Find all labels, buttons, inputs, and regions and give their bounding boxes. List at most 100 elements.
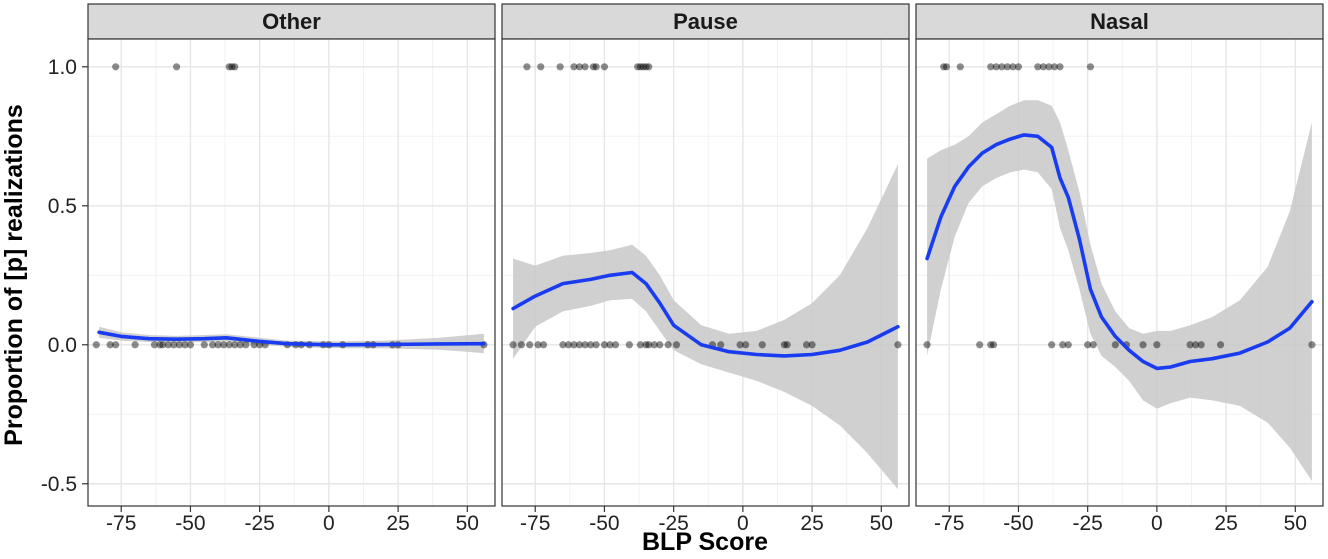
data-point <box>106 341 114 349</box>
data-point <box>589 63 597 71</box>
data-point <box>186 341 195 349</box>
data-point <box>923 341 931 349</box>
data-point <box>559 341 567 349</box>
facet-strip-label: Nasal <box>1090 9 1149 34</box>
x-tick-label: -50 <box>589 512 619 535</box>
x-tick-label: 0 <box>323 512 335 535</box>
data-point <box>1308 341 1316 349</box>
facet-strip <box>915 3 1324 40</box>
data-point <box>236 341 244 349</box>
data-point <box>592 63 600 71</box>
data-point <box>1192 341 1200 349</box>
data-point <box>250 341 258 349</box>
data-point <box>1089 341 1097 349</box>
y-tick-label: -0.5 <box>41 473 77 496</box>
data-point <box>808 341 816 349</box>
data-point <box>742 341 750 349</box>
panel-pause: Pause -75 -50 -25 0 25 50 <box>501 3 910 535</box>
data-point <box>526 341 534 349</box>
data-point <box>581 341 589 349</box>
data-point <box>976 341 984 349</box>
data-point <box>940 63 948 71</box>
data-point <box>150 341 159 349</box>
data-point <box>1045 63 1053 71</box>
data-point <box>636 63 645 71</box>
data-point <box>537 63 545 71</box>
x-tick-label: -50 <box>175 512 205 535</box>
x-tick-label: -50 <box>1003 512 1033 535</box>
data-point <box>1009 63 1017 71</box>
facet-strip <box>87 3 496 40</box>
data-point <box>523 63 531 71</box>
data-point <box>780 341 789 349</box>
panel-border <box>915 38 1324 507</box>
data-point <box>956 63 964 71</box>
data-point <box>642 63 650 71</box>
data-point <box>112 63 120 71</box>
data-point <box>242 341 250 349</box>
data-point <box>650 341 658 349</box>
data-point <box>606 341 614 349</box>
data-point <box>600 63 609 71</box>
data-point <box>1186 341 1194 349</box>
data-point <box>200 341 208 349</box>
data-point <box>1003 63 1011 71</box>
x-tick-label: 50 <box>870 512 893 535</box>
data-point <box>225 341 233 349</box>
data-point <box>987 63 995 71</box>
x-tick-label: 25 <box>1214 512 1237 535</box>
data-point <box>534 341 542 349</box>
data-point <box>581 63 589 71</box>
data-point <box>175 341 183 349</box>
confidence-band <box>99 326 484 354</box>
data-point <box>208 341 217 349</box>
panel-nasal: Nasal -75 -50 -25 0 25 50 <box>915 3 1324 535</box>
data-point <box>1086 63 1095 71</box>
data-point <box>1197 341 1205 349</box>
data-point <box>509 341 517 349</box>
y-axis-title: Proportion of [p] realizations <box>0 104 28 446</box>
data-point <box>231 63 239 71</box>
x-tick-label: 0 <box>737 512 749 535</box>
x-tick-label: -25 <box>658 512 688 535</box>
data-point <box>564 341 573 349</box>
facet-strip-label: Pause <box>673 9 738 34</box>
data-point <box>600 341 609 349</box>
data-point <box>1139 341 1147 349</box>
data-point <box>517 341 525 349</box>
data-point <box>645 341 653 349</box>
data-point <box>992 63 1000 71</box>
data-point <box>231 341 239 349</box>
data-point <box>611 341 620 349</box>
data-point <box>1064 341 1072 349</box>
data-point <box>636 341 645 349</box>
data-point <box>625 341 633 349</box>
x-tick-label: -25 <box>244 512 274 535</box>
data-point <box>987 341 995 349</box>
data-point <box>556 63 564 71</box>
data-point <box>586 341 595 349</box>
panel-background <box>916 39 1323 506</box>
x-tick-label: -75 <box>934 512 964 535</box>
y-tick-label: 0.5 <box>48 195 77 218</box>
data-point <box>170 341 178 349</box>
data-point <box>783 341 791 349</box>
data-point <box>570 63 578 71</box>
data-point <box>592 341 600 349</box>
smooth-line <box>925 133 1314 371</box>
data-point <box>736 341 744 349</box>
data-points <box>509 63 902 349</box>
data-points <box>923 63 1316 349</box>
data-point <box>894 341 902 349</box>
data-point <box>112 341 120 349</box>
y-tick-label: 1.0 <box>48 56 77 79</box>
data-point <box>575 63 584 71</box>
data-point <box>181 341 189 349</box>
data-point <box>664 341 672 349</box>
x-tick-label: 0 <box>1151 512 1163 535</box>
data-point <box>1056 63 1064 71</box>
data-point <box>1050 63 1059 71</box>
x-tick-label: 50 <box>456 512 479 535</box>
data-point <box>998 63 1006 71</box>
